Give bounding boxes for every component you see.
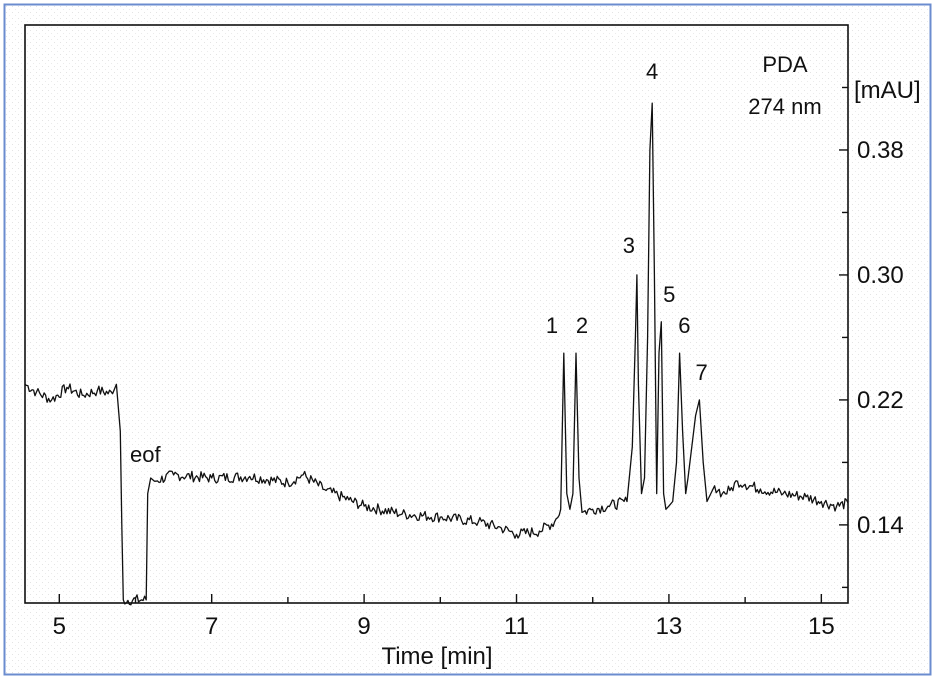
- detector-annotation: PDA: [762, 52, 808, 77]
- eof-annotation: eof: [130, 442, 161, 467]
- y-tick-label: 0.14: [857, 512, 904, 539]
- x-tick-label: 11: [504, 613, 529, 640]
- x-axis-ticks: 5 7 9 11 13 15: [53, 594, 835, 640]
- series-line: [24, 102, 849, 606]
- peak-label: 7: [695, 360, 707, 385]
- plot-area: [24, 24, 849, 604]
- y-axis-ticks: 0.14 0.22 0.30 0.38: [839, 86, 904, 589]
- peak-label: 6: [678, 313, 690, 338]
- data-trace: [24, 102, 849, 606]
- peak-label: 5: [663, 282, 675, 307]
- peak-label: 2: [576, 313, 588, 338]
- x-tick-label: 15: [808, 613, 835, 640]
- peak-labels: 1 2 3 4 567: [546, 59, 708, 385]
- peak-label: 3: [623, 233, 635, 258]
- y-tick-label: 0.22: [857, 387, 904, 414]
- wavelength-annotation: 274 nm: [748, 94, 821, 119]
- outer-border: [3, 3, 932, 676]
- x-tick-label: 7: [205, 613, 218, 640]
- x-axis-label: Time [min]: [381, 643, 492, 670]
- x-tick-label: 5: [53, 613, 66, 640]
- y-axis-label: [mAU]: [854, 77, 921, 104]
- y-tick-label: 0.38: [857, 137, 904, 164]
- peak-label: 1: [546, 313, 558, 338]
- y-tick-label: 0.30: [857, 262, 904, 289]
- x-tick-label: 9: [357, 613, 370, 640]
- peak-label: 4: [646, 59, 658, 84]
- x-tick-label: 13: [656, 613, 683, 640]
